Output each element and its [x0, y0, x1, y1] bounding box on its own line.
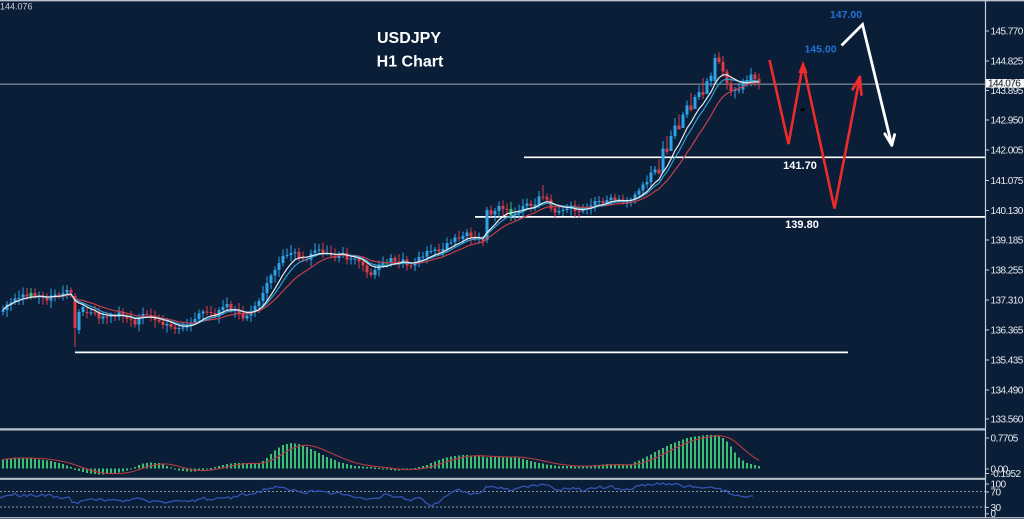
svg-text:30: 30 [991, 503, 1002, 514]
svg-text:133.560: 133.560 [991, 414, 1024, 425]
svg-text:70: 70 [991, 487, 1002, 498]
svg-text:140.130: 140.130 [991, 206, 1024, 217]
svg-text:139.185: 139.185 [991, 235, 1024, 246]
svg-text:138.255: 138.255 [991, 265, 1024, 276]
svg-text:0.00: 0.00 [991, 464, 1009, 475]
svg-text:100: 100 [991, 479, 1007, 490]
svg-text:144.825: 144.825 [991, 56, 1024, 67]
svg-text:142.950: 142.950 [991, 115, 1024, 126]
svg-text:143.895: 143.895 [991, 86, 1024, 97]
svg-text:144.076: 144.076 [0, 2, 33, 12]
svg-text:-0.1952: -0.1952 [991, 469, 1022, 480]
svg-text:142.005: 142.005 [991, 145, 1024, 156]
svg-text:H1 Chart: H1 Chart [377, 54, 444, 71]
svg-text:147.00: 147.00 [830, 9, 862, 21]
svg-text:USDJPY: USDJPY [377, 30, 441, 47]
svg-text:139.80: 139.80 [785, 219, 819, 231]
svg-text:134.490: 134.490 [991, 385, 1024, 396]
svg-text:145.770: 145.770 [991, 26, 1024, 37]
svg-text:145.00: 145.00 [804, 44, 836, 56]
svg-text:137.310: 137.310 [991, 295, 1024, 306]
svg-text:135.435: 135.435 [991, 355, 1024, 366]
svg-text:144.076: 144.076 [988, 79, 1021, 90]
svg-text:141.70: 141.70 [783, 160, 817, 172]
svg-text:141.075: 141.075 [991, 176, 1024, 187]
svg-text:136.365: 136.365 [991, 325, 1024, 336]
svg-text:0.7705: 0.7705 [991, 433, 1019, 444]
svg-text:0: 0 [991, 509, 997, 519]
